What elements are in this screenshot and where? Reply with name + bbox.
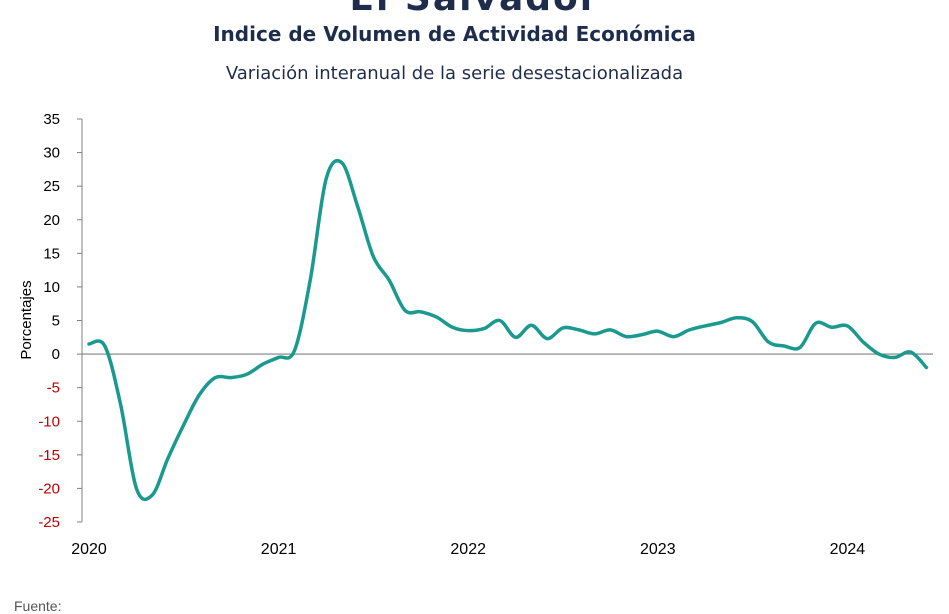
x-tick-label: 2023 [640, 541, 676, 558]
chart-subtitle: Variación interanual de la serie desesta… [225, 63, 684, 84]
x-tick-label: 2021 [261, 541, 297, 558]
y-tick-label: -25 [38, 514, 60, 531]
y-tick-label: 30 [43, 145, 60, 162]
series-line-0 [87, 158, 929, 502]
x-axis: 2020 2021 2022 2023 2024 [71, 353, 933, 558]
y-tick-label: 0 [52, 346, 60, 363]
y-tick-label: 25 [43, 178, 60, 195]
y-tick-label: -15 [38, 447, 60, 464]
y-tick-label: 10 [43, 279, 60, 296]
y-tick-label: 5 [52, 313, 60, 330]
source-label: Fuente: [14, 598, 62, 614]
country-title: El Salvador [0, 0, 949, 19]
y-axis: 35 30 25 20 15 10 5 0 -5 -10 -15 -20 -25 [38, 111, 83, 531]
series [87, 158, 929, 502]
x-tick-label: 2022 [450, 541, 486, 558]
x-tick-label: 2024 [830, 541, 866, 558]
y-tick-label: 20 [43, 212, 60, 229]
y-tick-label: -5 [47, 380, 60, 397]
y-tick-label: 35 [43, 111, 60, 128]
y-axis-label: Porcentajes [18, 280, 35, 359]
chart-title: Indice de Volumen de Actividad Económica [213, 22, 696, 46]
y-tick-label: -20 [38, 480, 60, 497]
y-tick-label: 15 [43, 245, 60, 262]
x-tick-label: 2020 [71, 541, 107, 558]
y-tick-label: -10 [38, 413, 60, 430]
